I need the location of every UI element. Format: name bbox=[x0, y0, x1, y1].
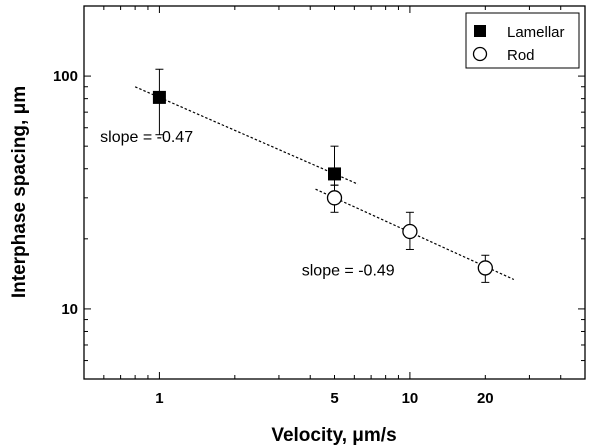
slope-annotation-1: slope = -0.49 bbox=[302, 263, 395, 280]
x-tick-label: 10 bbox=[402, 390, 419, 407]
legend: Lamellar Rod bbox=[465, 12, 580, 69]
error-bars bbox=[155, 68, 490, 283]
legend-marker-rod bbox=[472, 46, 488, 62]
legend-marker-lamellar bbox=[474, 25, 486, 37]
fit-lines bbox=[134, 86, 515, 281]
point-lamellar bbox=[328, 167, 341, 181]
y-axis-title: Interphase spacing, μm bbox=[9, 86, 30, 298]
x-tick-label: 5 bbox=[330, 390, 338, 407]
point-rod bbox=[402, 223, 418, 240]
axis-ticks bbox=[83, 5, 586, 380]
y-tick-label: 100 bbox=[53, 68, 78, 85]
legend-label-lamellar: Lamellar bbox=[507, 24, 565, 41]
fit-line-0 bbox=[134, 86, 359, 185]
y-tick-label: 10 bbox=[61, 301, 78, 318]
point-rod bbox=[326, 190, 343, 206]
point-lamellar bbox=[152, 90, 166, 104]
x-tick-label: 20 bbox=[477, 390, 494, 407]
x-axis-title: Velocity, μm/s bbox=[271, 425, 396, 446]
point-rod bbox=[477, 260, 493, 276]
axis-tick-labels: 1 5 10 20 10 100 bbox=[53, 68, 494, 407]
legend-label-rod: Rod bbox=[507, 47, 535, 64]
data-points bbox=[152, 90, 493, 276]
slope-annotations: slope = -0.47 slope = -0.49 bbox=[100, 129, 395, 279]
slope-annotation-0: slope = -0.47 bbox=[100, 129, 193, 146]
x-tick-label: 1 bbox=[155, 390, 163, 407]
